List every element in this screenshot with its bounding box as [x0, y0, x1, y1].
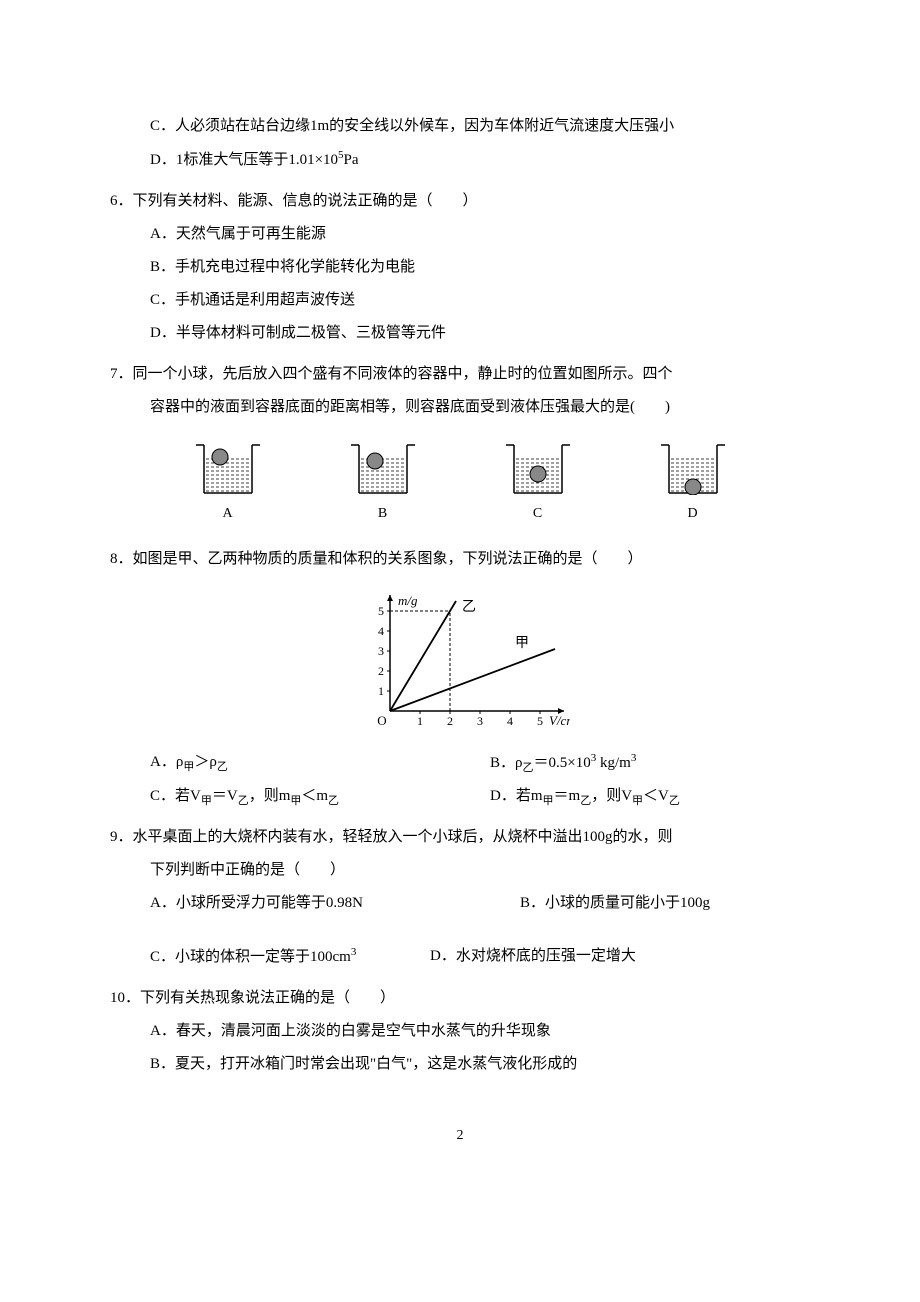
- beaker-a: A: [192, 439, 264, 530]
- q10-option-a: A．春天，清晨河面上淡淡的白雾是空气中水蒸气的升华现象: [110, 1015, 810, 1048]
- svg-text:1: 1: [378, 684, 384, 698]
- q6-option-c: C．手机通话是利用超声波传送: [110, 284, 810, 317]
- svg-text:4: 4: [507, 714, 513, 728]
- q6-option-a: A．天然气属于可再生能源: [110, 218, 810, 251]
- q8-option-d: D．若m甲＝m乙，则V甲＜V乙: [490, 780, 680, 813]
- svg-text:3: 3: [477, 714, 483, 728]
- svg-text:2: 2: [447, 714, 453, 728]
- q7-text-1: 7．同一个小球，先后放入四个盛有不同液体的容器中，静止时的位置如图所示。四个: [110, 358, 810, 391]
- svg-text:4: 4: [378, 624, 384, 638]
- svg-text:3: 3: [378, 644, 384, 658]
- svg-text:乙: 乙: [462, 599, 476, 615]
- q6-option-d: D．半导体材料可制成二极管、三极管等元件: [110, 317, 810, 350]
- svg-text:m/g: m/g: [398, 593, 418, 608]
- q9-option-d: D．水对烧杯底的压强一定增大: [430, 940, 636, 974]
- q9-option-b: B．小球的质量可能小于100g: [520, 887, 710, 920]
- svg-text:V/cm3: V/cm3: [549, 712, 570, 728]
- beaker-label: B: [378, 499, 387, 530]
- beaker-label: C: [533, 499, 542, 530]
- beaker-b: B: [347, 439, 419, 530]
- q9-text-2: 下列判断中正确的是（ ）: [110, 854, 810, 887]
- beaker-c: C: [502, 439, 574, 530]
- svg-text:1: 1: [417, 714, 423, 728]
- q9-option-c: C．小球的体积一定等于100cm3: [150, 940, 430, 974]
- q9-option-a: A．小球所受浮力可能等于0.98N: [150, 887, 520, 920]
- q8-option-b: B．ρ乙＝0.5×103 kg/m3: [490, 746, 636, 780]
- svg-text:O: O: [377, 713, 386, 728]
- page-number: 2: [110, 1121, 810, 1152]
- beaker-label: A: [222, 499, 232, 530]
- beaker-label: D: [687, 499, 697, 530]
- q6-option-b: B．手机充电过程中将化学能转化为电能: [110, 251, 810, 284]
- q10-option-b: B．夏天，打开冰箱门时常会出现"白气"，这是水蒸气液化形成的: [110, 1048, 810, 1081]
- q8-option-c: C．若V甲＝V乙，则m甲＜m乙: [150, 780, 490, 813]
- svg-text:2: 2: [378, 664, 384, 678]
- beaker-diagram-row: A B C D: [110, 424, 810, 535]
- q10-text: 10．下列有关热现象说法正确的是（ ）: [110, 982, 810, 1015]
- q8-option-a: A．ρ甲＞ρ乙: [150, 746, 490, 780]
- q6-text: 6．下列有关材料、能源、信息的说法正确的是（ ）: [110, 185, 810, 218]
- beaker-d: D: [657, 439, 729, 530]
- q9-text-1: 9．水平桌面上的大烧杯内装有水，轻轻放入一个小球后，从烧杯中溢出100g的水，则: [110, 821, 810, 854]
- svg-text:5: 5: [537, 714, 543, 728]
- svg-text:甲: 甲: [515, 636, 529, 651]
- q7-text-2: 容器中的液面到容器底面的距离相等，则容器底面受到液体压强最大的是( ): [110, 391, 810, 424]
- svg-text:5: 5: [378, 604, 384, 618]
- q8-text: 8．如图是甲、乙两种物质的质量和体积的关系图象，下列说法正确的是（ ）: [110, 543, 810, 576]
- q8-chart: 1 2 3 4 5 1 2 3 4 5 Om/g V/cm3 乙甲: [110, 586, 810, 736]
- q5-option-d: D．1标准大气压等于1.01×105Pa: [110, 143, 810, 177]
- q5-option-c: C．人必须站在站台边缘1m的安全线以外候车，因为车体附近气流速度大压强小: [110, 110, 810, 143]
